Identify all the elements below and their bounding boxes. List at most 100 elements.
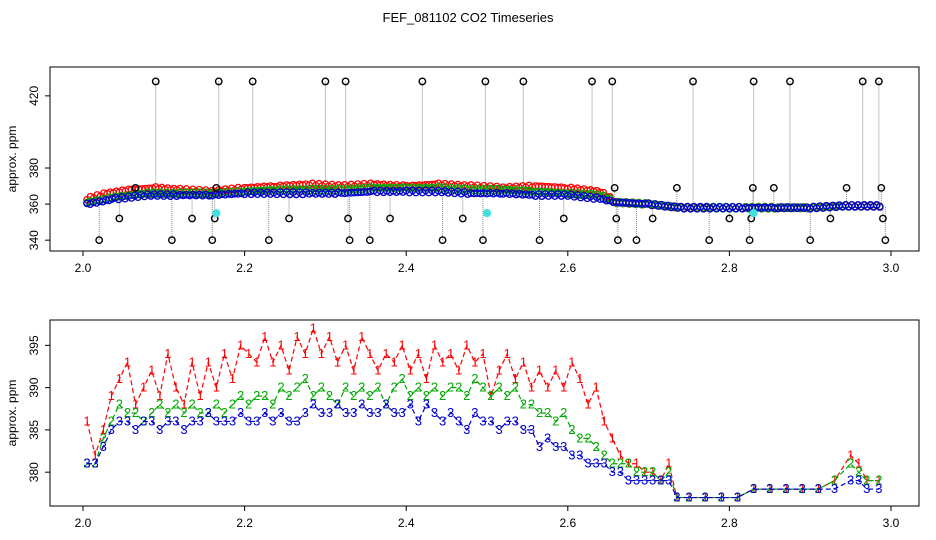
series-3-marker: 3 <box>156 422 163 437</box>
sample-point <box>167 236 176 245</box>
sample-point <box>748 183 757 192</box>
sample-point <box>749 77 758 86</box>
top-y-axis: 340 360 380 420 <box>27 86 50 250</box>
top-x-tick-label: 3.0 <box>883 261 900 275</box>
bottom-x-tick-label: 2.6 <box>559 516 576 530</box>
series-1-marker: 1 <box>285 363 292 378</box>
series-3-marker: 3 <box>815 481 822 496</box>
series-1-marker: 1 <box>504 346 511 361</box>
series-1-marker: 1 <box>496 363 503 378</box>
series-2-marker: 2 <box>261 388 268 403</box>
series-3-marker: 3 <box>487 413 494 428</box>
series-1-marker: 1 <box>350 363 357 378</box>
series-3-marker: 3 <box>172 413 179 428</box>
series-2-marker: 2 <box>520 397 527 412</box>
series-1-marker: 1 <box>172 380 179 395</box>
series-2-marker: 2 <box>237 388 244 403</box>
flagged-point <box>749 209 758 218</box>
series-1-marker: 1 <box>108 388 115 403</box>
sample-point <box>535 236 544 245</box>
flagged-point <box>482 209 492 218</box>
series-2-marker: 2 <box>479 380 486 395</box>
series-2-marker: 2 <box>269 397 276 412</box>
series-3-marker: 3 <box>536 439 543 454</box>
series-2-marker: 2 <box>366 388 373 403</box>
sample-point <box>725 214 734 223</box>
series-1-marker: 1 <box>455 363 462 378</box>
series-1-marker: 1 <box>576 371 583 386</box>
series-2-marker: 2 <box>350 388 357 403</box>
series-1-marker: 1 <box>188 354 195 369</box>
series-3-marker: 3 <box>863 481 870 496</box>
series-1-marker: 1 <box>863 473 870 488</box>
series-1-marker: 1 <box>665 456 672 471</box>
sample-point <box>858 77 867 86</box>
series-2-marker: 2 <box>399 371 406 386</box>
series-3-marker: 3 <box>592 456 599 471</box>
series-3-marker: 3 <box>685 490 692 505</box>
series-1-marker: 1 <box>592 380 599 395</box>
series-2-marker: 2 <box>734 490 741 505</box>
top-plot-frame <box>49 66 920 252</box>
series-3-marker: 3 <box>382 397 389 412</box>
series-3-marker: 3 <box>734 490 741 505</box>
series-1-marker: 1 <box>92 447 99 462</box>
series-1-marker: 1 <box>124 354 131 369</box>
sample-point <box>745 236 754 245</box>
sample-point <box>418 77 427 86</box>
series-2-marker: 2 <box>221 405 228 420</box>
sample-point <box>208 236 217 245</box>
series-1-marker: 1 <box>221 346 228 361</box>
series-2-marker: 2 <box>552 413 559 428</box>
top-x-tick-label: 2.6 <box>559 261 576 275</box>
series-3-marker: 3 <box>390 405 397 420</box>
series-2-marker: 2 <box>180 405 187 420</box>
series-1-marker: 1 <box>431 337 438 352</box>
series-2-marker: 2 <box>132 405 139 420</box>
series-3-marker: 3 <box>164 413 171 428</box>
series-3-marker: 3 <box>617 464 624 479</box>
series-2-marker: 2 <box>463 388 470 403</box>
sample-point <box>612 214 621 223</box>
top-y-tick-label: 360 <box>27 194 41 214</box>
series-1-marker: 1 <box>657 473 664 488</box>
series-1-marker: 1 <box>318 346 325 361</box>
sample-point <box>672 183 681 192</box>
series-1-marker: 1 <box>100 422 107 437</box>
sample-point <box>874 77 883 86</box>
series-2-marker: 2 <box>633 464 640 479</box>
sample-point <box>115 214 124 223</box>
sample-point <box>264 236 273 245</box>
sample-point <box>344 214 352 223</box>
series-2-marker: 2 <box>148 405 155 420</box>
series-1-marker: 1 <box>584 397 591 412</box>
sample-point <box>458 214 467 223</box>
series-1-marker: 1 <box>197 388 204 403</box>
sample-point <box>689 77 697 86</box>
series-2-marker: 2 <box>665 464 672 479</box>
series-3-marker: 3 <box>229 413 236 428</box>
top-x-axis: 2.0 2.2 2.4 2.6 2.8 3.0 <box>75 251 900 275</box>
series-3-marker: 3 <box>855 473 862 488</box>
series-2-marker: 2 <box>584 430 591 445</box>
series-1-marker: 1 <box>544 380 551 395</box>
series-1-marker: 1 <box>132 397 139 412</box>
series-3-marker: 3 <box>718 490 725 505</box>
sample-point <box>341 77 350 86</box>
series-3-marker: 3 <box>83 456 90 471</box>
sample-point <box>881 236 890 245</box>
series-3-marker: 3 <box>512 413 519 428</box>
series-1-marker: 1 <box>536 363 543 378</box>
series-3-marker: 3 <box>188 413 195 428</box>
sample-point <box>648 214 657 223</box>
bottom-x-tick-label: 2.2 <box>236 516 253 530</box>
series-3-marker: 3 <box>132 422 139 437</box>
series-1-marker: 1 <box>568 354 575 369</box>
sample-point <box>214 77 223 86</box>
series-3-marker: 3 <box>148 413 155 428</box>
series-3-marker: 3 <box>528 422 535 437</box>
series-1-marker: 1 <box>253 354 260 369</box>
series-1-marker: 1 <box>140 380 147 395</box>
sample-point <box>95 236 104 245</box>
series-2-marker: 2 <box>172 397 179 412</box>
